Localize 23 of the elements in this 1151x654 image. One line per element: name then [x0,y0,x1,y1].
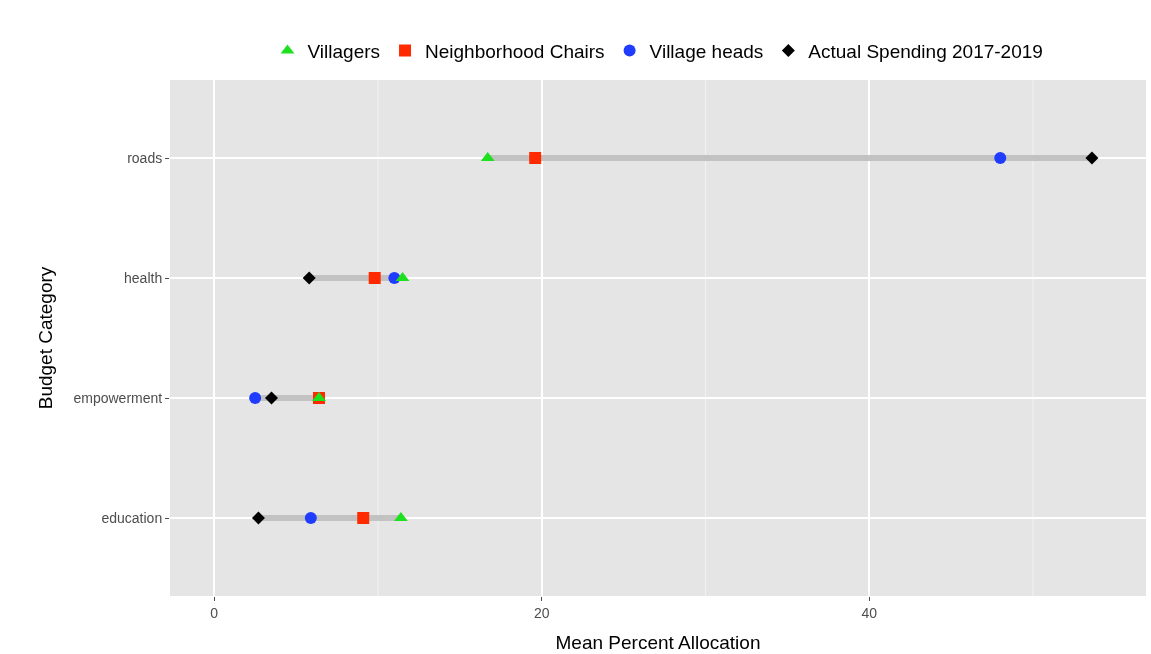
point [265,391,279,405]
point [304,512,317,524]
y-tick-label: empowerment [73,389,163,406]
point [251,511,265,525]
x-tick-label: 20 [533,604,550,621]
point [1085,151,1099,165]
y-axis-title: Budget Category [35,266,57,410]
y-tick-label: education [101,509,163,526]
point [994,152,1007,164]
x-axis-title: Mean Percent Allocation [555,631,761,653]
legend-label: Village heads [649,40,764,62]
legend-label: Actual Spending 2017-2019 [808,40,1043,62]
y-tick-label: health [124,269,163,286]
legend-label: Villagers [307,40,381,62]
point [529,152,542,164]
point [357,512,370,524]
point [368,272,381,284]
point [249,392,262,404]
legend-label: Neighborhood Chairs [425,40,605,62]
x-tick-label: 40 [861,604,878,621]
x-tick-label: 0 [210,604,219,621]
y-tick-label: roads [127,149,163,166]
point [302,271,316,285]
